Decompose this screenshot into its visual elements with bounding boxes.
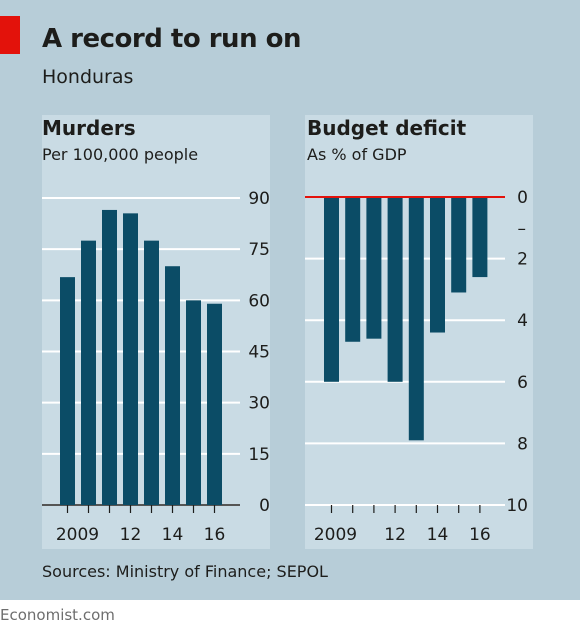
- chart-subtitle: Honduras: [42, 66, 134, 88]
- brand-footer: Economist.com: [0, 606, 115, 624]
- deficit-bar: [345, 197, 361, 342]
- deficit-x-ticks: 2009 12 14 16: [314, 505, 491, 545]
- deficit-bar: [451, 197, 467, 293]
- deficit-x-tick-label: 2009: [314, 525, 357, 545]
- murders-y-tick-label: 0: [259, 496, 270, 516]
- deficit-bars: [305, 196, 505, 441]
- deficit-subtitle: As % of GDP: [307, 145, 407, 164]
- murders-x-ticks: 2009 12 14 16: [56, 505, 225, 545]
- deficit-title: Budget deficit: [307, 116, 467, 140]
- murders-bar: [165, 266, 180, 505]
- deficit-y-tick-label: 6: [517, 373, 528, 393]
- murders-x-tick-label: 14: [162, 525, 184, 545]
- deficit-bar: [408, 197, 424, 441]
- deficit-y-tick-label: 2: [517, 250, 528, 270]
- deficit-panel: Budget deficit As % of GDP 0 2 4 6 8 10 – 2009…: [305, 115, 533, 549]
- murders-bar: [144, 240, 159, 505]
- murders-x-tick-label: 12: [120, 525, 142, 545]
- deficit-y-tick-label: 4: [517, 311, 528, 331]
- charts-svg: Murders Per 100,000 people 0153045607590…: [42, 115, 533, 549]
- deficit-y-tick-label: 8: [517, 434, 528, 454]
- murders-y-tick-label: 75: [248, 240, 270, 260]
- deficit-x-tick-label: 14: [427, 525, 449, 545]
- murders-bar: [81, 240, 96, 505]
- murders-bar: [60, 277, 75, 505]
- deficit-y-tick-label: 0: [517, 188, 528, 208]
- murders-y-tick-label: 90: [248, 189, 270, 209]
- murders-y-tick-label: 15: [248, 445, 270, 465]
- murders-y-tick-label: 45: [248, 343, 270, 363]
- murders-subtitle: Per 100,000 people: [42, 145, 198, 164]
- murders-panel: Murders Per 100,000 people 0 15 30 45 60 75 90…: [42, 115, 270, 549]
- deficit-bar: [472, 197, 488, 278]
- murders-x-tick-label: 16: [204, 525, 226, 545]
- deficit-y-ticks: 0 2 4 6 8 10 –: [506, 188, 528, 516]
- murders-bar: [207, 303, 222, 505]
- sources-note: Sources: Ministry of Finance; SEPOL: [42, 562, 328, 581]
- deficit-bar: [366, 197, 382, 339]
- chart-frame: A record to run on Honduras Murders Per …: [0, 0, 580, 600]
- murders-x-tick-label: 2009: [56, 525, 99, 545]
- murders-bar: [102, 209, 117, 505]
- murders-bars: [60, 209, 222, 505]
- deficit-y-tick-label: 10: [506, 496, 528, 516]
- murders-y-tick-label: 30: [248, 394, 270, 414]
- deficit-bar: [387, 197, 403, 382]
- deficit-bar: [430, 197, 445, 333]
- deficit-x-tick-label: 12: [384, 525, 406, 545]
- deficit-bar: [324, 197, 339, 382]
- chart-title: A record to run on: [42, 24, 302, 54]
- murders-y-ticks: 0 15 30 45 60 75 90: [248, 189, 270, 516]
- deficit-x-tick-label: 16: [469, 525, 491, 545]
- murders-y-tick-label: 60: [248, 291, 270, 311]
- murders-bar: [123, 213, 138, 505]
- red-brand-tag: [0, 16, 20, 54]
- murders-title: Murders: [42, 116, 136, 140]
- murders-bar: [186, 300, 201, 505]
- deficit-minus-label: –: [518, 219, 527, 239]
